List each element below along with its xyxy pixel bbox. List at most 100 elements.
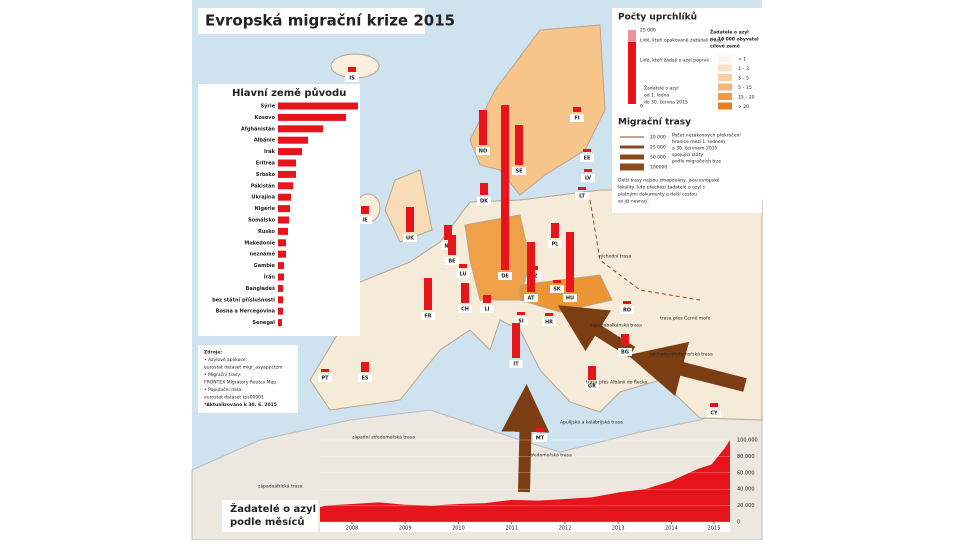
map-bar (583, 149, 591, 152)
label: Sýrie (261, 103, 276, 110)
origin-bar (278, 262, 284, 270)
label: Žadatelé o azyl (644, 84, 679, 92)
title-box (198, 8, 425, 34)
origin-bar (278, 227, 288, 235)
map-label-bg (618, 348, 632, 356)
origin-bar (278, 136, 308, 144)
label: a 30. červnem 2015 (672, 145, 718, 152)
label: CH (461, 307, 469, 313)
origin-bar (278, 205, 290, 213)
map-bar (584, 169, 592, 172)
monthly-title-box (222, 500, 318, 532)
scale-swatch (718, 64, 732, 72)
map-label-bg (458, 305, 472, 313)
origin-bar (278, 125, 323, 133)
origin-bar (278, 102, 358, 110)
label: LU (459, 272, 466, 278)
map-bar (348, 67, 356, 72)
legend-bar (628, 30, 636, 42)
label: 2010 (452, 526, 465, 532)
origin-bar (278, 239, 286, 247)
map-bar (578, 187, 586, 190)
label: RO (623, 308, 631, 314)
origin-bar (278, 319, 282, 327)
label: západní středomořská trasa (352, 434, 415, 441)
label: od 1. ledna (644, 93, 669, 99)
map-bar (710, 403, 718, 407)
monthly-area (320, 440, 730, 522)
label: AT (528, 296, 535, 302)
map-label-bg (585, 382, 599, 390)
map-bar (479, 110, 487, 145)
map-bar (553, 280, 561, 283)
origin-bar (278, 250, 286, 258)
label: platnými dokumenty a další cestou (618, 191, 697, 198)
label: Lidé, kteří žádají o azyl poprvé (640, 57, 709, 64)
map-bar (566, 232, 574, 292)
label: lokality, kde přechází žadatelé o azyl s (618, 184, 706, 191)
map-label-bg (563, 294, 577, 302)
origin-bar (278, 159, 296, 167)
label: 2015 (708, 526, 721, 532)
origin-bar (278, 307, 283, 315)
label: PL (552, 242, 560, 248)
label: 100.000 (737, 438, 758, 444)
label: MT (536, 436, 545, 442)
map-label-bg (345, 74, 359, 82)
map-label-bg (477, 197, 491, 205)
label: FR (424, 314, 431, 320)
label: Srbsko (256, 172, 276, 178)
label: • Migrační trasy: (204, 371, 241, 378)
label: Žadatelé o azyl (710, 28, 749, 36)
map-label-bg (421, 312, 435, 320)
legend-panel (612, 8, 762, 213)
label: Afghánistán (241, 125, 276, 132)
map-bar (536, 428, 544, 432)
label: DE (501, 274, 509, 280)
label: Irák (264, 148, 276, 155)
origin-bar (278, 148, 302, 156)
label: 60.000 (737, 470, 755, 476)
map-label-bg (358, 374, 372, 382)
label: 10 000 (650, 135, 666, 141)
label: Ukrajina (251, 195, 275, 201)
origin-bar (278, 216, 289, 224)
label: • Azylové aplikace: (204, 356, 247, 363)
label: trasa přes Černé moře (660, 315, 711, 322)
label: Makedonie (244, 240, 275, 246)
label: Rusko (258, 229, 276, 235)
label: IS (349, 76, 355, 82)
map-bar (621, 334, 629, 346)
label: PT (321, 376, 329, 382)
map-label-bg (581, 174, 595, 182)
map-bar (480, 183, 488, 195)
map-label-bg (580, 154, 594, 162)
map-bar (444, 225, 452, 240)
label: podle migračních tras (672, 158, 722, 165)
label: východostředomořská trasa (650, 351, 713, 358)
label: Somálsko (248, 217, 276, 224)
label: LI (484, 307, 489, 313)
label: LV (585, 176, 591, 182)
map-label-bg (498, 272, 512, 280)
origin-bar (278, 113, 346, 121)
label: západobalkánská trasa (590, 322, 642, 329)
map-label-bg (533, 434, 547, 442)
map-bar (512, 323, 520, 358)
map-label-bg (570, 114, 584, 122)
label: SI (518, 319, 524, 325)
label: Počty uprchlíků (618, 12, 697, 23)
label: Pákistán (251, 182, 276, 189)
label: 5 – 15 (738, 85, 752, 91)
map-label-bg (476, 147, 490, 155)
label: BG (621, 350, 629, 356)
map-label-bg (548, 240, 562, 248)
map-bar (501, 105, 509, 270)
label: EE (584, 156, 591, 162)
map-bar (459, 264, 467, 268)
label: < 1 (738, 57, 746, 63)
label: eurostat dataset tps00001 (204, 395, 264, 401)
label: 2011 (505, 526, 518, 532)
legend-bar (628, 42, 636, 104)
